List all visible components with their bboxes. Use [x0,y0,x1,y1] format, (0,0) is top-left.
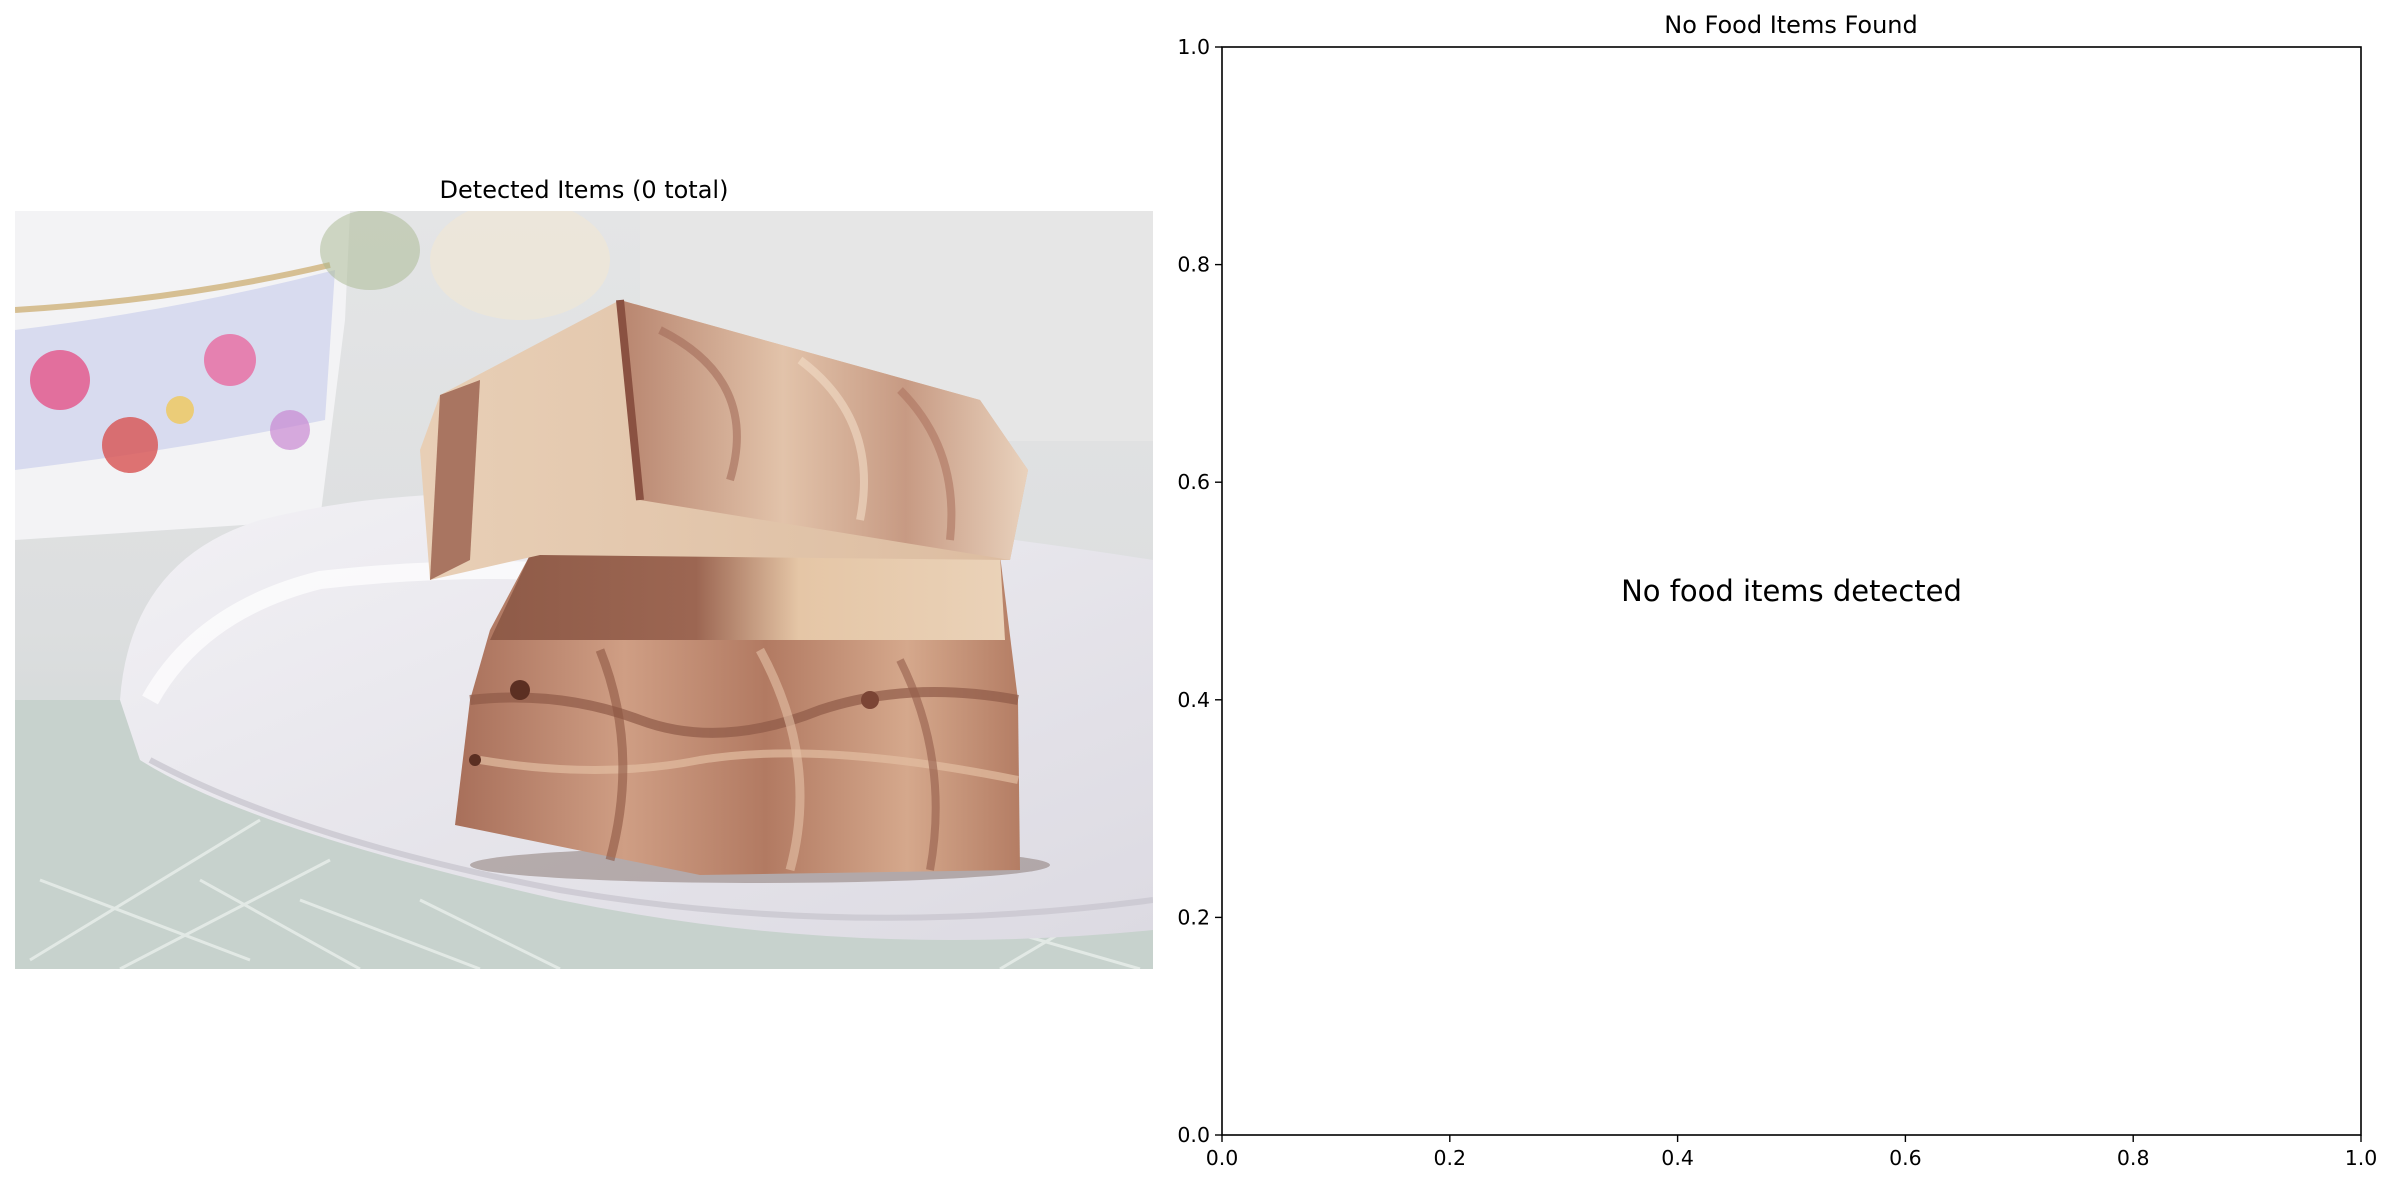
food-photo [15,211,1153,969]
y-tick-label: 0.6 [1177,470,1210,494]
y-tick-label: 0.4 [1177,688,1210,712]
right-panel-title: No Food Items Found [1664,11,1918,39]
x-tick-label: 0.8 [2117,1146,2150,1170]
y-tick-label: 0.0 [1177,1123,1210,1147]
y-tick-label: 0.2 [1177,905,1210,929]
no-detections-message: No food items detected [1621,574,1962,608]
x-tick-label: 0.4 [1661,1146,1694,1170]
x-tick-label: 0.2 [1433,1146,1466,1170]
x-tick-label: 0.6 [1889,1146,1922,1170]
left-panel-title: Detected Items (0 total) [440,176,729,204]
y-tick-label: 1.0 [1177,35,1210,59]
axes-frame [1221,46,2362,1136]
chart-axes: 0.0 0.2 0.4 0.6 0.8 1.0 0.0 0.2 0.4 0.6 0.8 1.0 [1177,35,2377,1170]
x-tick-label: 1.0 [2345,1146,2378,1170]
x-tick-label: 0.0 [1206,1146,1239,1170]
y-tick-label: 0.8 [1177,253,1210,277]
